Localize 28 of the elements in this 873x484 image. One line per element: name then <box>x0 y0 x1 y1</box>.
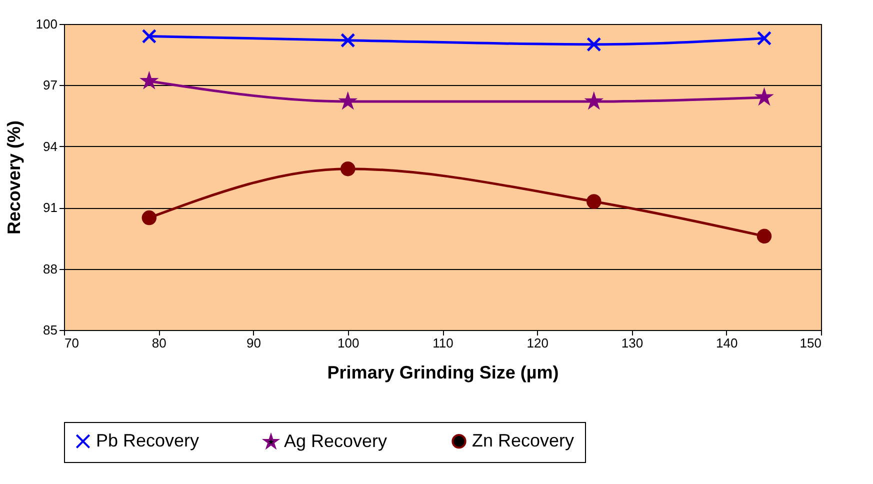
x-tick-label: 100 <box>338 336 360 350</box>
y-tick-label: 91 <box>43 200 58 216</box>
x-tick-label: 80 <box>152 336 166 350</box>
legend-label: Ag Recovery <box>284 430 388 451</box>
y-tick-label: 85 <box>43 322 58 338</box>
point <box>340 32 356 48</box>
point <box>142 28 157 44</box>
y-tick-label: 94 <box>43 138 58 154</box>
y-axis-title: Recovery (%) <box>4 120 24 235</box>
y-tick-label: 100 <box>36 16 58 32</box>
y-tick-label: 97 <box>43 78 58 93</box>
x-tick-label: 90 <box>246 336 261 350</box>
y-tick-label: 88 <box>43 261 58 276</box>
x-tick-label: 150 <box>800 336 822 350</box>
x-tick-label: 120 <box>526 336 548 350</box>
legend-label: Pb Recovery <box>96 430 200 450</box>
point <box>340 161 356 176</box>
x-axis-title: Primary Grinding Size (µm) <box>327 362 559 382</box>
x-tick-label: 70 <box>64 336 79 350</box>
point <box>586 37 602 52</box>
point <box>586 194 602 209</box>
point <box>756 228 772 244</box>
x-tick-label: 130 <box>621 336 644 350</box>
point <box>142 210 157 226</box>
x-tick-label: 140 <box>716 336 738 350</box>
point <box>756 30 772 46</box>
x-tick-label: 110 <box>432 336 454 350</box>
legend-label: Zn Recovery <box>472 430 574 450</box>
